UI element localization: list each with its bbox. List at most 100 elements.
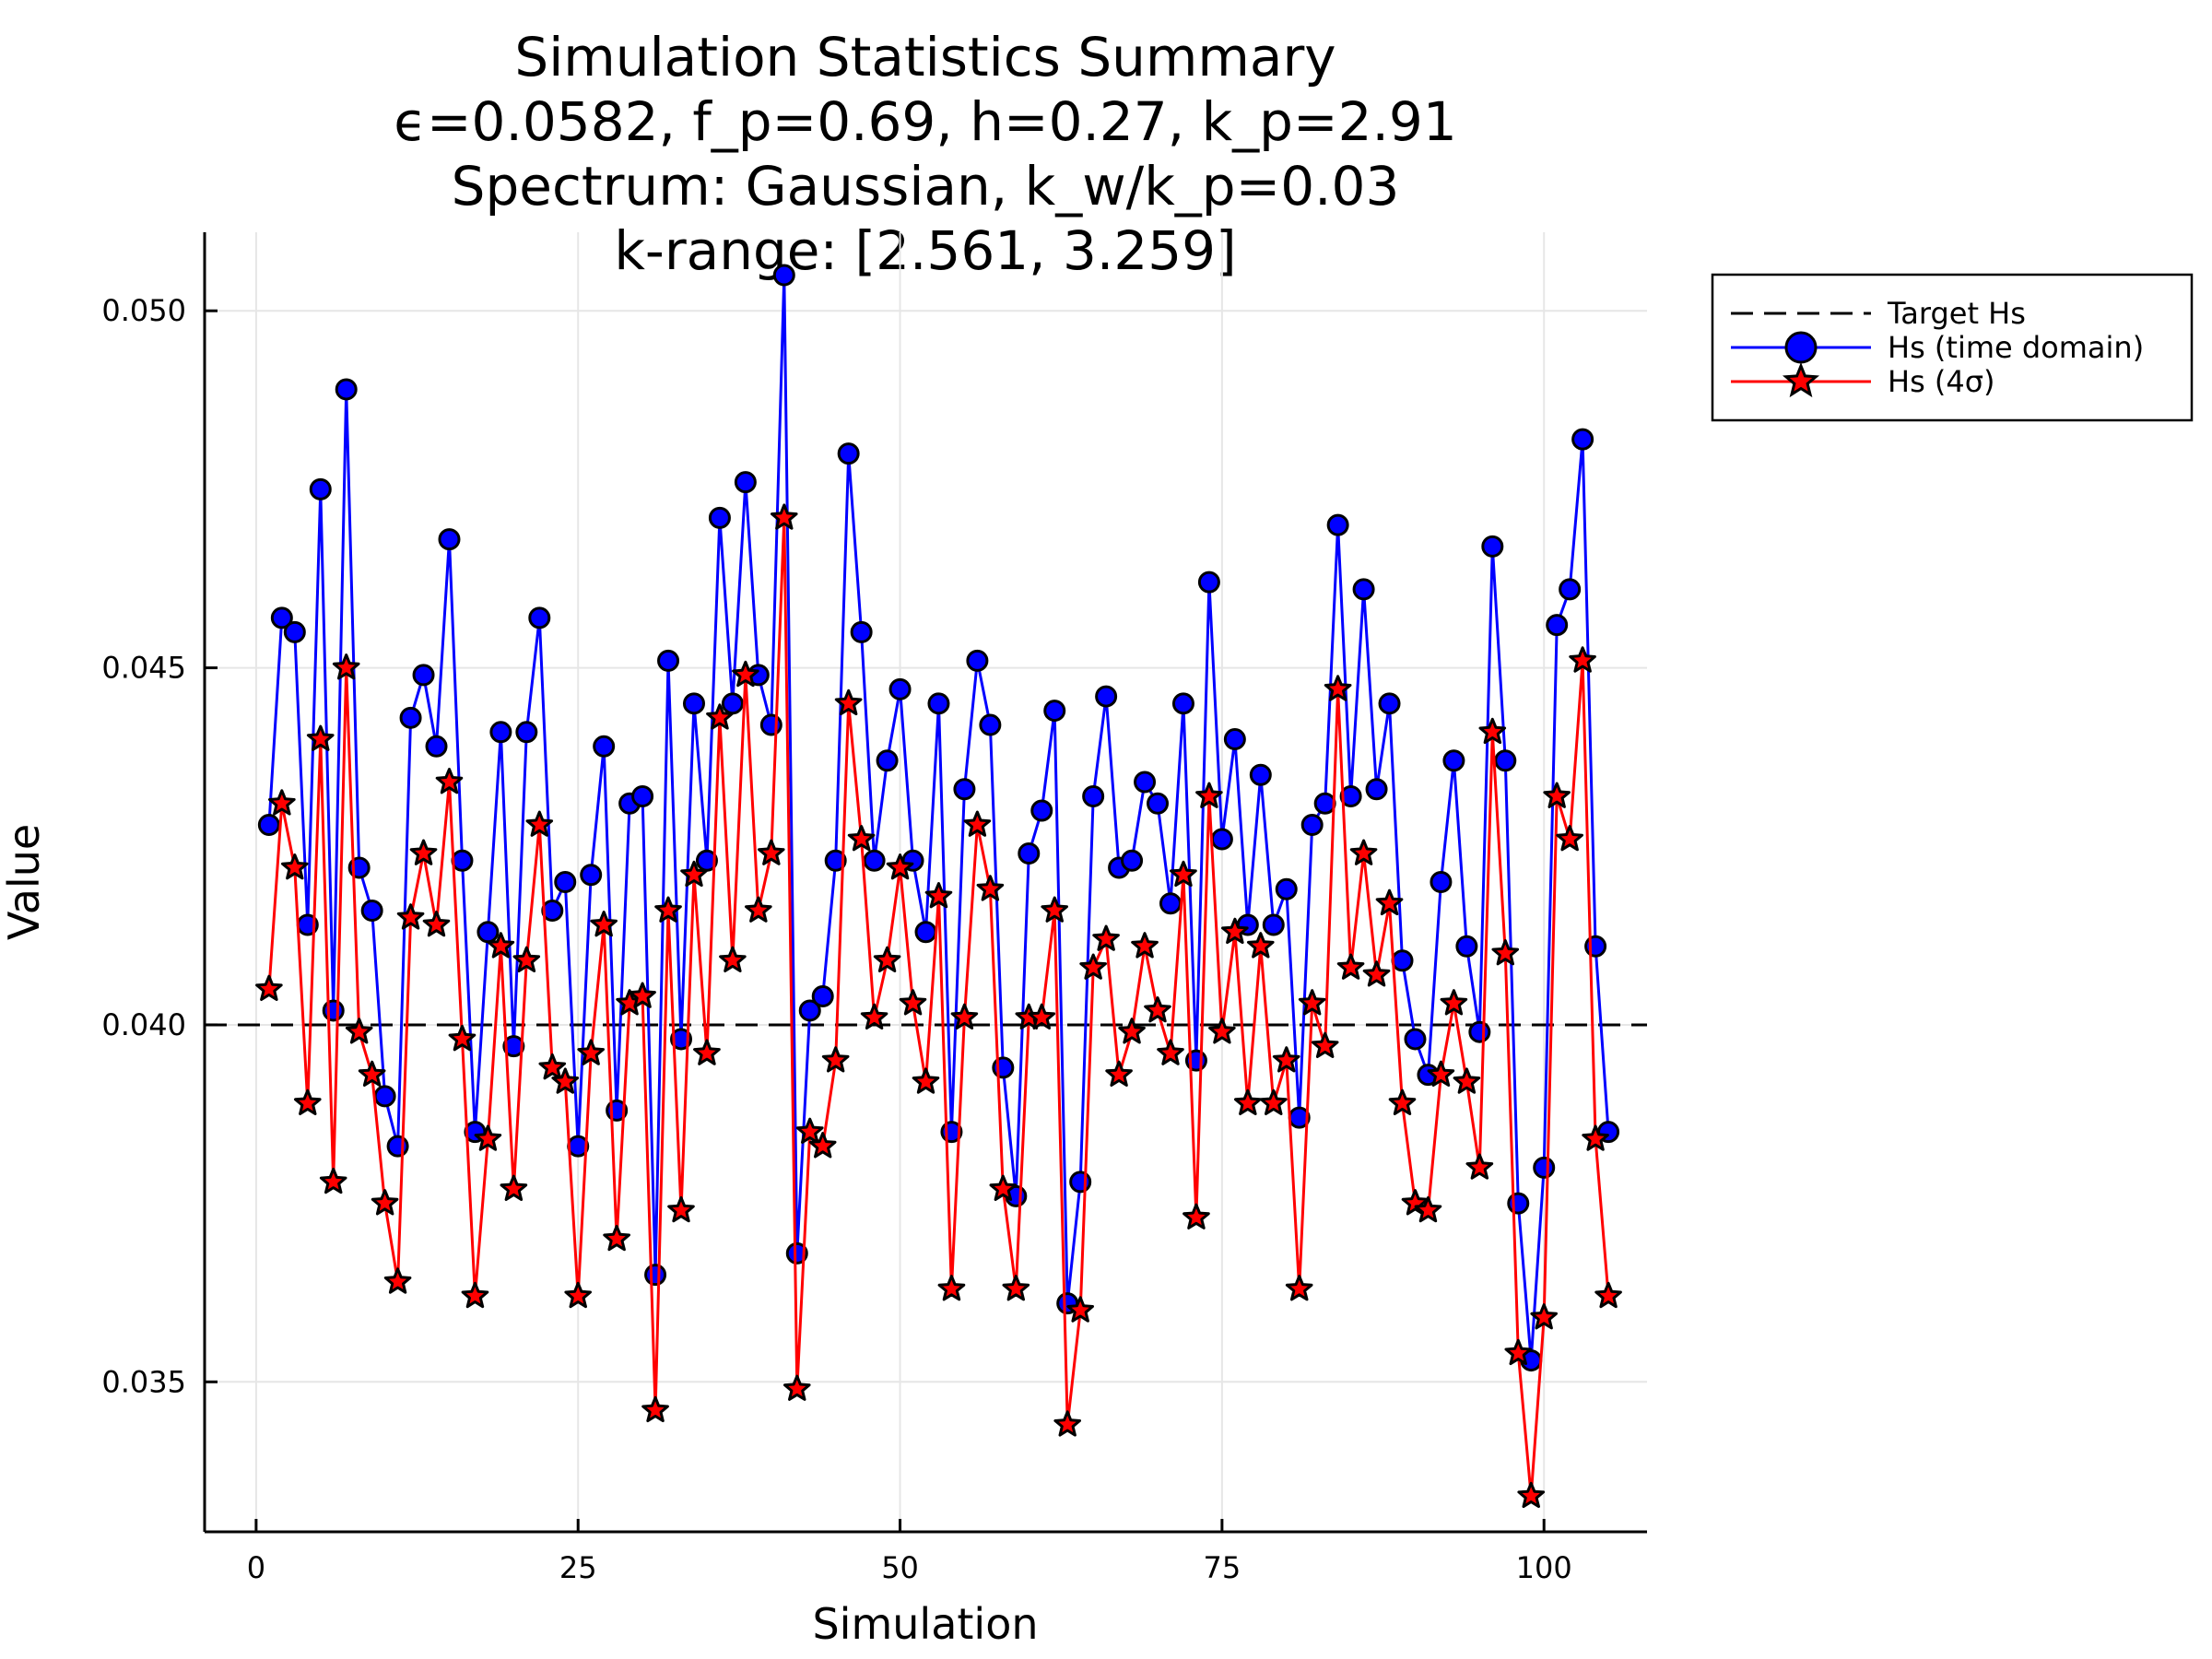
data-point [1247,932,1275,959]
data-point [912,1067,940,1094]
data-point [345,1018,373,1044]
data-point [937,1275,966,1301]
axes [203,232,1647,1534]
data-point [963,810,992,837]
data-point [412,664,435,687]
data-point [629,982,656,1008]
data-point [1455,935,1478,958]
data-point [1430,871,1453,893]
data-point [512,946,541,972]
data-point [1182,1203,1210,1230]
data-point [1210,828,1233,851]
data-point [1249,763,1272,786]
data-point [1234,1088,1262,1115]
data-point [1582,1124,1609,1151]
data-point [1571,428,1594,451]
data-point [1391,949,1414,972]
legend-4sigma-marker [1782,361,1820,398]
data-point [1543,782,1571,808]
x-tick-label: 50 [881,1550,919,1585]
chart-subtitle-line-3: k-range: [2.561, 3.259] [614,219,1236,282]
data-point [834,688,863,716]
data-point [477,921,500,944]
data-point [1375,888,1404,916]
data-point [1053,1410,1081,1437]
data-point [860,1003,888,1030]
data-point [847,825,876,852]
data-point [1414,1195,1442,1223]
data-point [1171,692,1194,715]
data-point [732,660,759,688]
data-point [373,1085,396,1108]
data-point [1427,1060,1455,1087]
data-point [1159,892,1182,915]
data-point [758,839,785,865]
data-point [1594,1281,1622,1309]
data-point [1559,578,1582,601]
data-point [294,1088,322,1115]
data-point [772,264,795,287]
data-point [1082,785,1105,808]
data-point [528,606,551,629]
data-point [785,1241,808,1265]
data-point [309,477,332,500]
x-tick-label: 100 [1516,1550,1572,1585]
x-ticks: 0 25 50 75 100 [247,1519,1572,1585]
data-point [425,735,448,758]
data-point [1275,877,1298,900]
data-point [1453,1067,1481,1094]
data-point [719,946,747,972]
data-point [255,974,283,1001]
title-block: Simulation Statistics Summary ϵ=0.0582, … [394,26,1456,282]
data-point [422,911,451,937]
data-point [682,692,705,715]
data-point [1285,1275,1313,1301]
data-point [1494,749,1517,772]
data-point [1530,1303,1558,1330]
data-point [1326,513,1349,536]
data-point [1028,1003,1056,1030]
data-point [1365,778,1388,801]
data-point [1465,1153,1494,1180]
data-point [281,853,309,880]
legend-4sigma-label: Hs (4σ) [1888,364,1995,399]
x-axis-label: Simulation [812,1599,1038,1649]
data-point [515,721,538,744]
data-point [1197,571,1220,594]
y-axis-label: Value [0,824,49,940]
data-point [1079,953,1107,980]
data-point [1170,860,1197,888]
x-tick-label: 0 [247,1550,265,1585]
data-point [1030,799,1053,822]
data-point [306,724,335,751]
data-point [899,989,927,1016]
data-point [863,849,886,872]
data-point [360,899,383,922]
data-point [644,1264,667,1287]
data-point [257,814,280,837]
y-tick-label: 0.035 [101,1364,186,1399]
data-point [1223,728,1246,751]
data-point [1147,792,1170,815]
data-point [1134,771,1157,794]
data-point [268,789,296,816]
data-point [435,768,464,794]
data-point [1481,535,1504,558]
data-point [1262,913,1285,936]
data-point [335,378,358,401]
data-point [1324,675,1352,701]
data-point [641,1395,669,1423]
data-point [1352,578,1375,601]
data-point [1468,1020,1491,1043]
data-point [706,703,734,730]
data-point [322,999,345,1022]
data-point [474,1124,502,1151]
x-tick-label: 75 [1204,1550,1241,1585]
data-point [1157,1039,1184,1065]
data-point [1298,989,1326,1016]
data-point [270,606,293,629]
data-point [1569,646,1596,673]
data-point [487,932,515,959]
data-point [1069,1171,1092,1194]
